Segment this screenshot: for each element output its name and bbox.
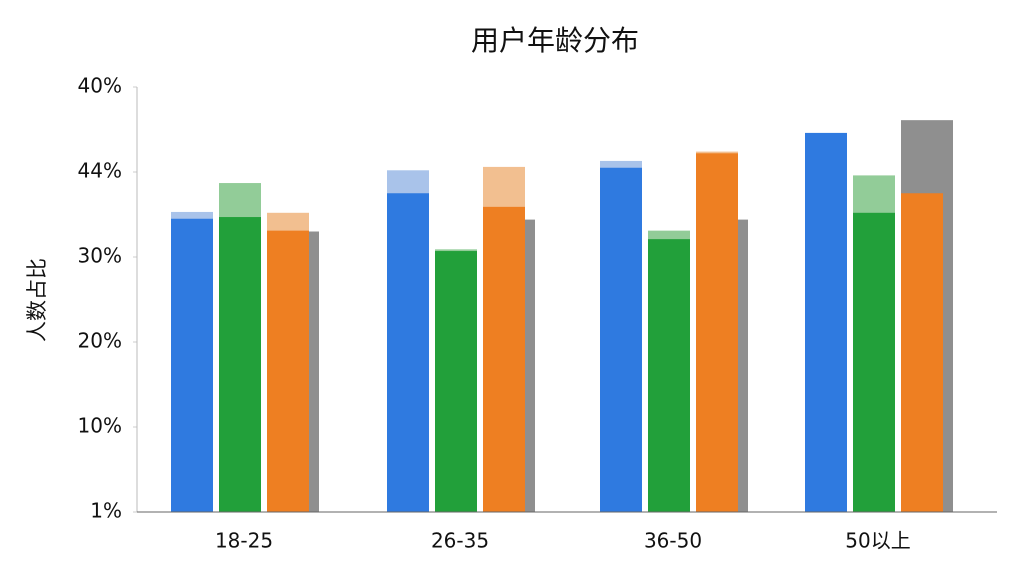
x-tick-label: 18-25	[215, 529, 273, 553]
bar	[600, 167, 642, 512]
bar	[901, 193, 943, 512]
x-tick-label: 36-50	[644, 529, 702, 553]
y-tick-label: 40%	[78, 74, 122, 98]
y-tick-label: 10%	[78, 414, 122, 438]
y-tick-label: 1%	[90, 499, 122, 523]
bar	[267, 230, 309, 512]
bar	[387, 193, 429, 512]
bar	[853, 212, 895, 513]
y-axis-title: 人数占比	[25, 258, 49, 342]
bar	[171, 218, 213, 512]
y-tick-label: 44%	[78, 159, 122, 183]
bar	[648, 239, 690, 512]
x-tick-label: 26-35	[431, 529, 489, 553]
y-tick-label: 20%	[78, 329, 122, 353]
y-tick-label: 30%	[78, 244, 122, 268]
bar	[219, 217, 261, 513]
x-tick-label: 50以上	[845, 529, 910, 553]
chart-title: 用户年龄分布	[471, 24, 639, 57]
bar	[696, 153, 738, 513]
bar	[483, 206, 525, 512]
bar	[435, 251, 477, 513]
bar	[805, 132, 847, 512]
